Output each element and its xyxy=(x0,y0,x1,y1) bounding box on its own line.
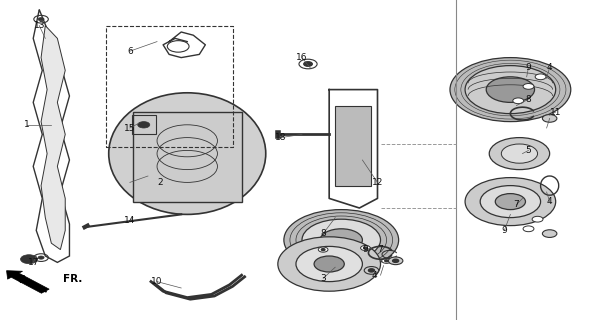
Circle shape xyxy=(542,230,557,237)
Text: 16: 16 xyxy=(296,53,308,62)
Circle shape xyxy=(302,219,381,261)
PathPatch shape xyxy=(41,26,65,250)
Text: 17: 17 xyxy=(27,258,39,267)
Circle shape xyxy=(364,247,367,249)
Bar xyxy=(106,26,233,147)
Circle shape xyxy=(465,66,556,114)
Circle shape xyxy=(450,58,571,122)
FancyArrow shape xyxy=(7,271,49,293)
Circle shape xyxy=(486,77,535,102)
Text: 4: 4 xyxy=(547,197,553,206)
Circle shape xyxy=(304,62,312,66)
Circle shape xyxy=(364,267,379,274)
Text: 7: 7 xyxy=(513,200,519,209)
Circle shape xyxy=(495,194,525,210)
Text: 9: 9 xyxy=(362,245,368,254)
Text: 2: 2 xyxy=(157,178,163,187)
Text: 7: 7 xyxy=(378,245,384,254)
Circle shape xyxy=(393,259,399,262)
Circle shape xyxy=(38,256,44,259)
Circle shape xyxy=(513,98,524,104)
Text: 10: 10 xyxy=(151,277,163,286)
Circle shape xyxy=(21,255,37,264)
Circle shape xyxy=(320,229,362,251)
Circle shape xyxy=(542,115,557,122)
Text: 12: 12 xyxy=(372,178,383,187)
Text: 13: 13 xyxy=(33,21,45,30)
Circle shape xyxy=(489,138,550,170)
Circle shape xyxy=(284,210,399,270)
Circle shape xyxy=(318,247,328,252)
Text: 6: 6 xyxy=(127,47,133,56)
Text: 9: 9 xyxy=(525,63,532,72)
Text: 15: 15 xyxy=(124,124,136,132)
Text: 14: 14 xyxy=(124,216,135,225)
Bar xyxy=(133,112,242,202)
Ellipse shape xyxy=(109,93,266,214)
Text: 11: 11 xyxy=(550,108,562,116)
Circle shape xyxy=(501,144,538,163)
Text: 4: 4 xyxy=(371,271,378,280)
Text: 8: 8 xyxy=(320,229,326,238)
Circle shape xyxy=(361,245,370,251)
Circle shape xyxy=(480,186,541,218)
Circle shape xyxy=(368,269,374,272)
Circle shape xyxy=(385,260,388,262)
Text: 4: 4 xyxy=(547,63,553,72)
Circle shape xyxy=(321,249,325,251)
Bar xyxy=(335,106,371,186)
Circle shape xyxy=(523,84,534,89)
Circle shape xyxy=(38,18,44,21)
Circle shape xyxy=(278,237,381,291)
Circle shape xyxy=(388,257,403,265)
Circle shape xyxy=(138,122,150,128)
Text: FR.: FR. xyxy=(63,274,83,284)
Text: 3: 3 xyxy=(320,274,326,283)
Bar xyxy=(132,115,156,134)
Circle shape xyxy=(296,246,362,282)
Text: 5: 5 xyxy=(525,146,532,155)
Circle shape xyxy=(314,256,344,272)
Text: 9: 9 xyxy=(501,226,507,235)
Text: 18: 18 xyxy=(275,133,287,142)
Text: 8: 8 xyxy=(525,95,532,104)
Circle shape xyxy=(465,178,556,226)
Circle shape xyxy=(382,258,391,263)
Text: 1: 1 xyxy=(24,120,30,129)
Circle shape xyxy=(523,226,534,232)
Circle shape xyxy=(535,74,546,80)
Circle shape xyxy=(532,216,543,222)
